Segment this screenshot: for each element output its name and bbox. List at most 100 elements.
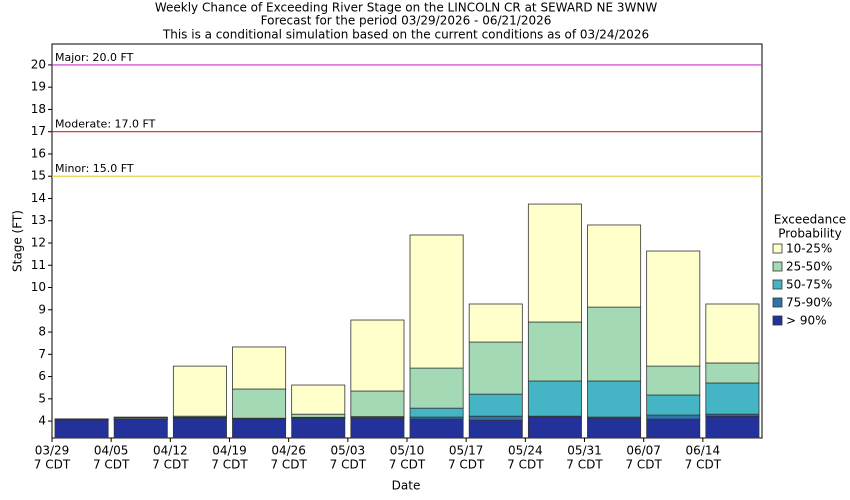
bar-segment <box>646 418 701 439</box>
y-tick-label: 9 <box>38 302 46 316</box>
bar-segment <box>646 365 701 396</box>
chart-subtitle: Forecast for the period 03/29/2026 - 06/… <box>261 14 552 28</box>
plot-area <box>51 43 763 439</box>
y-tick-label: 15 <box>31 169 46 183</box>
legend-swatch <box>772 261 783 272</box>
x-tick-sublabel: 7 CDT <box>389 458 426 472</box>
x-tick-label: 05/17 <box>449 444 484 458</box>
bar-segment <box>468 341 523 395</box>
bar-segment <box>646 414 701 420</box>
y-tick-label: 17 <box>31 124 46 138</box>
bar-segment <box>291 413 346 418</box>
bar-segment <box>705 303 760 364</box>
legend-swatch <box>772 297 783 308</box>
bar-segment <box>350 390 405 418</box>
y-tick-label: 14 <box>31 191 46 205</box>
x-tick-label: 03/29 <box>35 444 70 458</box>
bar-segment <box>54 418 109 420</box>
bar-segment <box>646 394 701 416</box>
y-tick-label: 16 <box>31 146 46 160</box>
bar-segment <box>587 306 642 382</box>
x-tick-label: 06/07 <box>626 444 661 458</box>
y-tick-label: 12 <box>31 236 46 250</box>
legend-swatch <box>772 243 783 254</box>
legend-label: 75-90% <box>786 296 832 310</box>
bar-segment <box>468 393 523 417</box>
x-tick-label: 05/24 <box>508 444 543 458</box>
legend-title: Probability <box>778 227 841 241</box>
legend-label: 25-50% <box>786 260 832 274</box>
x-tick-label: 05/03 <box>331 444 366 458</box>
x-tick-sublabel: 7 CDT <box>330 458 367 472</box>
bar-segment <box>350 319 405 392</box>
bar-segment <box>527 203 582 323</box>
bar-segment <box>646 250 701 367</box>
y-tick-label: 20 <box>31 57 46 71</box>
bar-segment <box>409 234 464 369</box>
x-tick-sublabel: 7 CDT <box>448 458 485 472</box>
bar-segment <box>232 418 287 439</box>
bar-segment <box>232 346 287 390</box>
legend-label: 10-25% <box>786 242 832 256</box>
y-tick-label: 5 <box>38 391 46 405</box>
y-tick-label: 10 <box>31 280 46 294</box>
threshold-label: Moderate: 17.0 FT <box>55 118 156 131</box>
x-tick-label: 05/31 <box>567 444 602 458</box>
bar-segment <box>587 417 642 439</box>
x-tick-sublabel: 7 CDT <box>625 458 662 472</box>
bar-segment <box>587 380 642 418</box>
y-tick-label: 7 <box>38 347 46 361</box>
x-tick-sublabel: 7 CDT <box>566 458 603 472</box>
bar-segment <box>705 415 760 439</box>
x-tick-label: 04/12 <box>153 444 188 458</box>
bar-segment <box>468 303 523 343</box>
bar-segment <box>409 407 464 418</box>
legend-label: > 90% <box>786 314 827 328</box>
x-tick-label: 04/05 <box>94 444 129 458</box>
y-tick-label: 13 <box>31 213 46 227</box>
bar-segment <box>705 362 760 384</box>
bar-segment <box>527 321 582 382</box>
y-tick-label: 8 <box>38 325 46 339</box>
bar-segment <box>527 380 582 417</box>
x-tick-sublabel: 7 CDT <box>211 458 248 472</box>
bar-segment <box>113 418 168 439</box>
bar-segment <box>172 417 227 439</box>
x-tick-label: 05/10 <box>390 444 425 458</box>
bar-segment <box>232 388 287 419</box>
bar-segment <box>468 415 523 421</box>
legend-swatch <box>772 279 783 290</box>
x-tick-label: 04/19 <box>212 444 247 458</box>
y-axis-title: Stage (FT) <box>11 210 25 272</box>
x-tick-label: 04/26 <box>271 444 306 458</box>
bar-segment <box>113 416 168 418</box>
bar-segment <box>350 417 405 439</box>
x-tick-label: 06/14 <box>686 444 721 458</box>
bar-segment <box>587 224 642 308</box>
bar-segment <box>291 417 346 439</box>
y-tick-label: 19 <box>31 80 46 94</box>
y-tick-label: 18 <box>31 102 46 116</box>
legend-title: Exceedance <box>774 213 846 227</box>
bar-segment <box>409 418 464 439</box>
bar-segment <box>527 416 582 439</box>
x-axis-title: Date <box>392 479 421 493</box>
y-tick-label: 6 <box>38 369 46 383</box>
bar-segment <box>409 367 464 409</box>
chart-subtitle: This is a conditional simulation based o… <box>162 28 649 42</box>
threshold-label: Minor: 15.0 FT <box>55 162 134 175</box>
bar-segment <box>54 419 109 439</box>
bar-segment <box>172 365 227 417</box>
threshold-label: Major: 20.0 FT <box>55 51 134 64</box>
x-tick-sublabel: 7 CDT <box>270 458 307 472</box>
y-tick-label: 4 <box>38 414 46 428</box>
legend-swatch <box>772 315 783 326</box>
chart-title: Weekly Chance of Exceeding River Stage o… <box>155 1 658 15</box>
bar-segment <box>291 384 346 415</box>
x-tick-sublabel: 7 CDT <box>93 458 130 472</box>
bar-segment <box>468 419 523 439</box>
bar-segment <box>705 382 760 415</box>
legend-label: 50-75% <box>786 278 832 292</box>
y-tick-label: 11 <box>31 258 46 272</box>
